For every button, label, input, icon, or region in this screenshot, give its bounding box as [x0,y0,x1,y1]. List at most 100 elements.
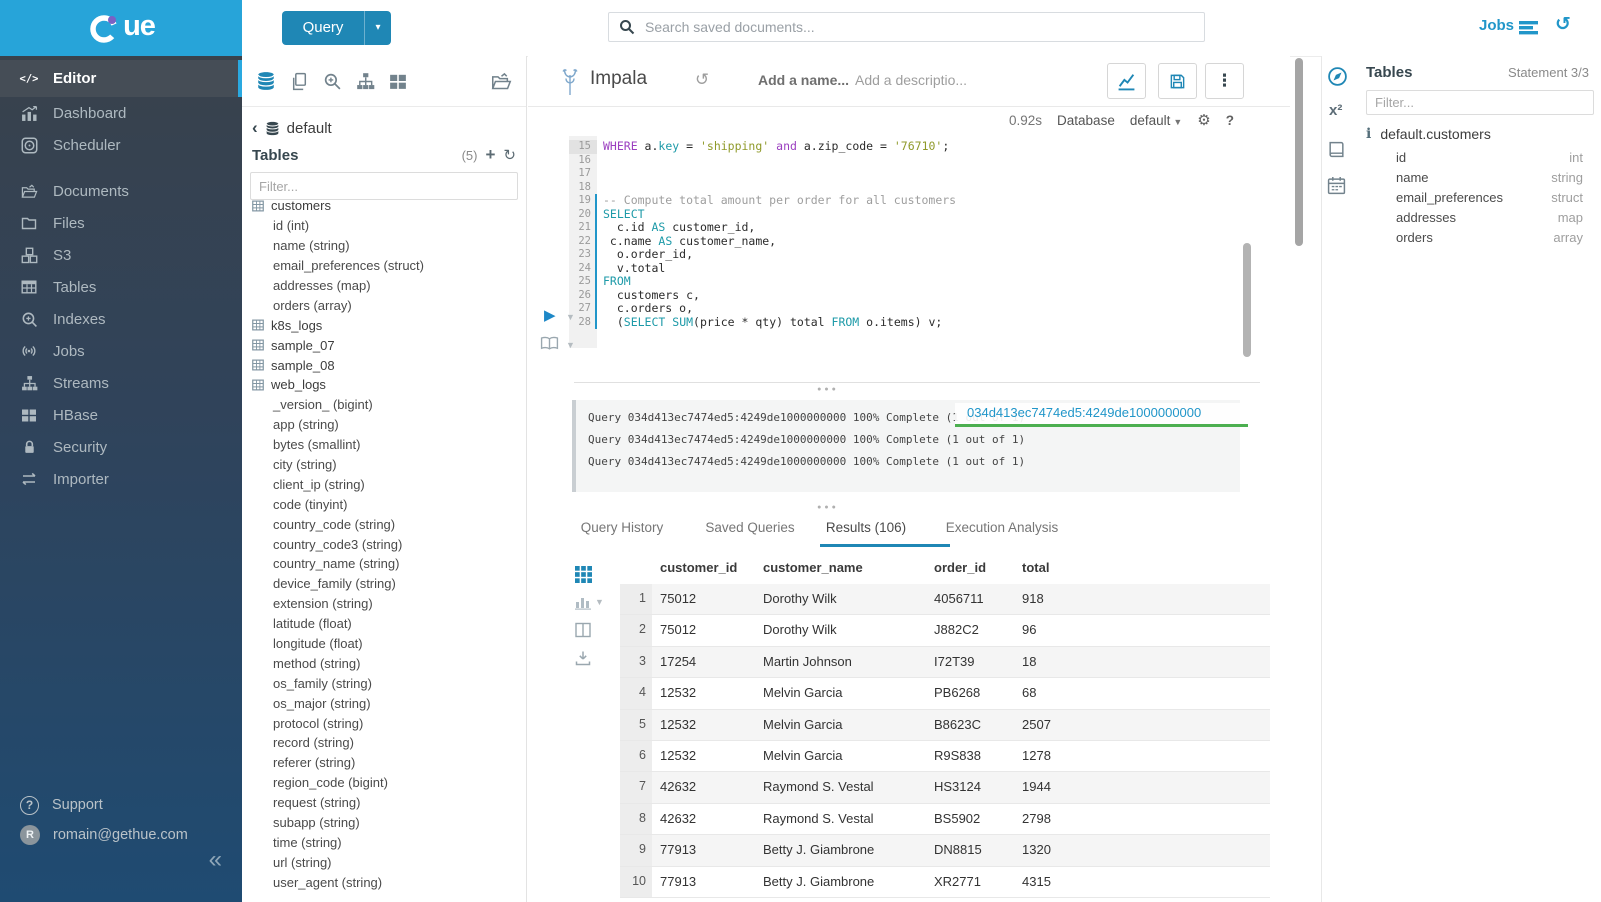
column-item[interactable]: code (tinyint) [273,496,348,512]
resize-handle-bottom[interactable]: ●●● [817,504,839,511]
search-bar[interactable] [608,12,1205,42]
code-line[interactable]: 27 c.orders o, [569,301,956,316]
column-item[interactable]: record (string) [273,735,354,751]
info-icon[interactable]: i [1366,126,1372,142]
column-item[interactable]: extension (string) [273,596,373,612]
resize-handle-top[interactable]: ●●● [817,386,839,393]
query-button-label[interactable]: Query [302,19,344,36]
table-item[interactable]: web_logs [242,375,525,395]
code-line[interactable]: 16 [569,154,956,168]
chart-button[interactable] [1107,63,1146,99]
main-scrollbar[interactable] [1295,58,1303,246]
columns-view-icon[interactable] [575,622,591,638]
table-row[interactable]: 7 42632 Raymond S. Vestal HS3124 1944 [620,772,1270,804]
column-item[interactable]: latitude (float) [273,616,352,632]
column-item[interactable]: addresses (map) [273,278,371,293]
column-item[interactable]: orders (array) [273,297,352,313]
column-item[interactable]: request (string) [273,795,361,811]
table-row[interactable]: 10 77913 Betty J. Giambrone XR2771 4315 [620,866,1270,898]
language-reference-icon[interactable] [1327,140,1346,159]
sql-code-editor[interactable]: 15 WHERE a.key = 'shipping' and a.zip_cod… [528,134,1258,384]
table-item[interactable]: sample_07 [242,335,525,355]
code-line[interactable]: 26 customers c, [569,288,956,302]
chart-view-caret-icon[interactable]: ▼ [595,597,604,607]
sidebar-item-tables[interactable]: Tables [0,271,242,303]
column-header[interactable]: total [1022,560,1050,575]
tab-results-106-[interactable]: Results (106) [825,520,907,535]
column-item[interactable]: region_code (bigint) [273,775,388,791]
table-row[interactable]: 6 12532 Melvin Garcia R9S838 1278 [620,740,1270,773]
column-item[interactable]: protocol (string) [273,715,364,731]
tab-execution-analysis[interactable]: Execution Analysis [945,520,1059,535]
column-item[interactable]: name (string) [273,238,350,254]
code-lines[interactable]: 15 WHERE a.key = 'shipping' and a.zip_cod… [569,139,956,343]
save-button[interactable] [1158,63,1197,99]
download-icon[interactable] [575,650,591,666]
editor-scrollbar[interactable] [1243,243,1251,357]
right-column-item[interactable]: email_preferences struct [1396,187,1601,207]
column-item[interactable]: os_family (string) [273,675,372,691]
column-item[interactable]: url (string) [273,854,332,870]
column-item[interactable]: email_preferences (struct) [273,258,424,274]
column-item[interactable]: city (string) [273,457,337,473]
column-item[interactable]: os_major (string) [273,695,371,711]
code-line[interactable]: 23 o.order_id, [569,247,956,262]
sidebar-item-support[interactable]: ? Support [0,790,242,820]
sql-source-icon[interactable] [256,71,276,91]
column-item[interactable]: app (string) [273,417,339,433]
search-input[interactable] [643,18,1204,36]
code-line[interactable]: 24 v.total [569,261,956,275]
active-table-row[interactable]: i default.customers [1366,126,1601,142]
sidebar-item-security[interactable]: Security [0,431,242,463]
grid-view-icon[interactable] [575,566,592,583]
column-item[interactable]: country_code (string) [273,516,396,532]
column-item[interactable]: country_name (string) [273,556,400,572]
hue-logo[interactable]: ue [0,0,242,56]
table-row[interactable]: 5 12532 Melvin Garcia B8623C 2507 [620,709,1270,741]
sidebar-item-documents[interactable]: Documents [0,175,242,207]
right-filter-input[interactable] [1367,95,1593,110]
table-row[interactable]: 3 17254 Martin Johnson I72T39 18 [620,646,1270,679]
code-line[interactable]: 25 FROM [569,274,956,289]
query-name-field[interactable]: Add a name... [758,72,850,88]
code-line[interactable]: 28 (SELECT SUM(price * qty) total FROM o… [569,315,956,329]
sidebar-item-files[interactable]: Files [0,207,242,239]
more-button[interactable]: ⋮ [1205,63,1244,99]
tables-filter[interactable] [250,172,518,200]
code-line[interactable]: 18 [569,181,956,195]
documents-source-icon[interactable] [290,72,309,91]
table-item[interactable]: k8s_logs [242,315,525,335]
column-item[interactable]: country_code3 (string) [273,536,403,552]
history-clock-icon[interactable]: ↺ [1555,14,1571,35]
folder-open-icon[interactable] [491,72,512,91]
column-header[interactable]: customer_id [660,560,738,575]
sidebar-item-s3[interactable]: S3 [0,239,242,271]
code-line[interactable]: 22 c.name AS customer_name, [569,234,956,248]
sidebar-collapse-icon[interactable]: « [208,846,222,873]
query-history-icon[interactable]: ↺ [695,70,710,89]
table-item[interactable]: customers [242,196,525,216]
sidebar-item-indexes[interactable]: Indexes [0,303,242,335]
help-question-icon[interactable]: ? [1225,112,1234,128]
right-column-item[interactable]: orders array [1396,228,1601,248]
query-id-link[interactable]: 034d413ec7474ed5:4249de1000000000 [955,403,1248,427]
sidebar-item-importer[interactable]: Importer [0,463,242,495]
column-item[interactable]: referer (string) [273,755,356,771]
active-table-name[interactable]: default.customers [1380,126,1491,142]
jobs-list-icon[interactable] [1519,20,1538,35]
functions-icon[interactable]: x² [1329,102,1343,119]
sidebar-item-streams[interactable]: Streams [0,367,242,399]
query-description-field[interactable]: Add a descriptio... [855,72,968,88]
jobs-link[interactable]: Jobs [1479,17,1515,34]
search-assist-icon[interactable] [323,72,342,91]
sidebar-item-user[interactable]: R romain@gethue.com [0,820,242,850]
code-line[interactable]: 19 -- Compute total amount per order for … [569,193,956,208]
column-item[interactable]: longitude (float) [273,636,363,652]
column-header[interactable]: customer_name [763,560,863,575]
table-row[interactable]: 1 75012 Dorothy Wilk 4056711 918 [620,584,1270,616]
apps-grid-icon[interactable] [389,72,407,90]
tables-filter-input[interactable] [251,178,517,194]
sidebar-item-jobs[interactable]: Jobs [0,335,242,367]
code-line[interactable] [569,329,956,343]
table-row[interactable]: 2 75012 Dorothy Wilk J882C2 96 [620,615,1270,647]
